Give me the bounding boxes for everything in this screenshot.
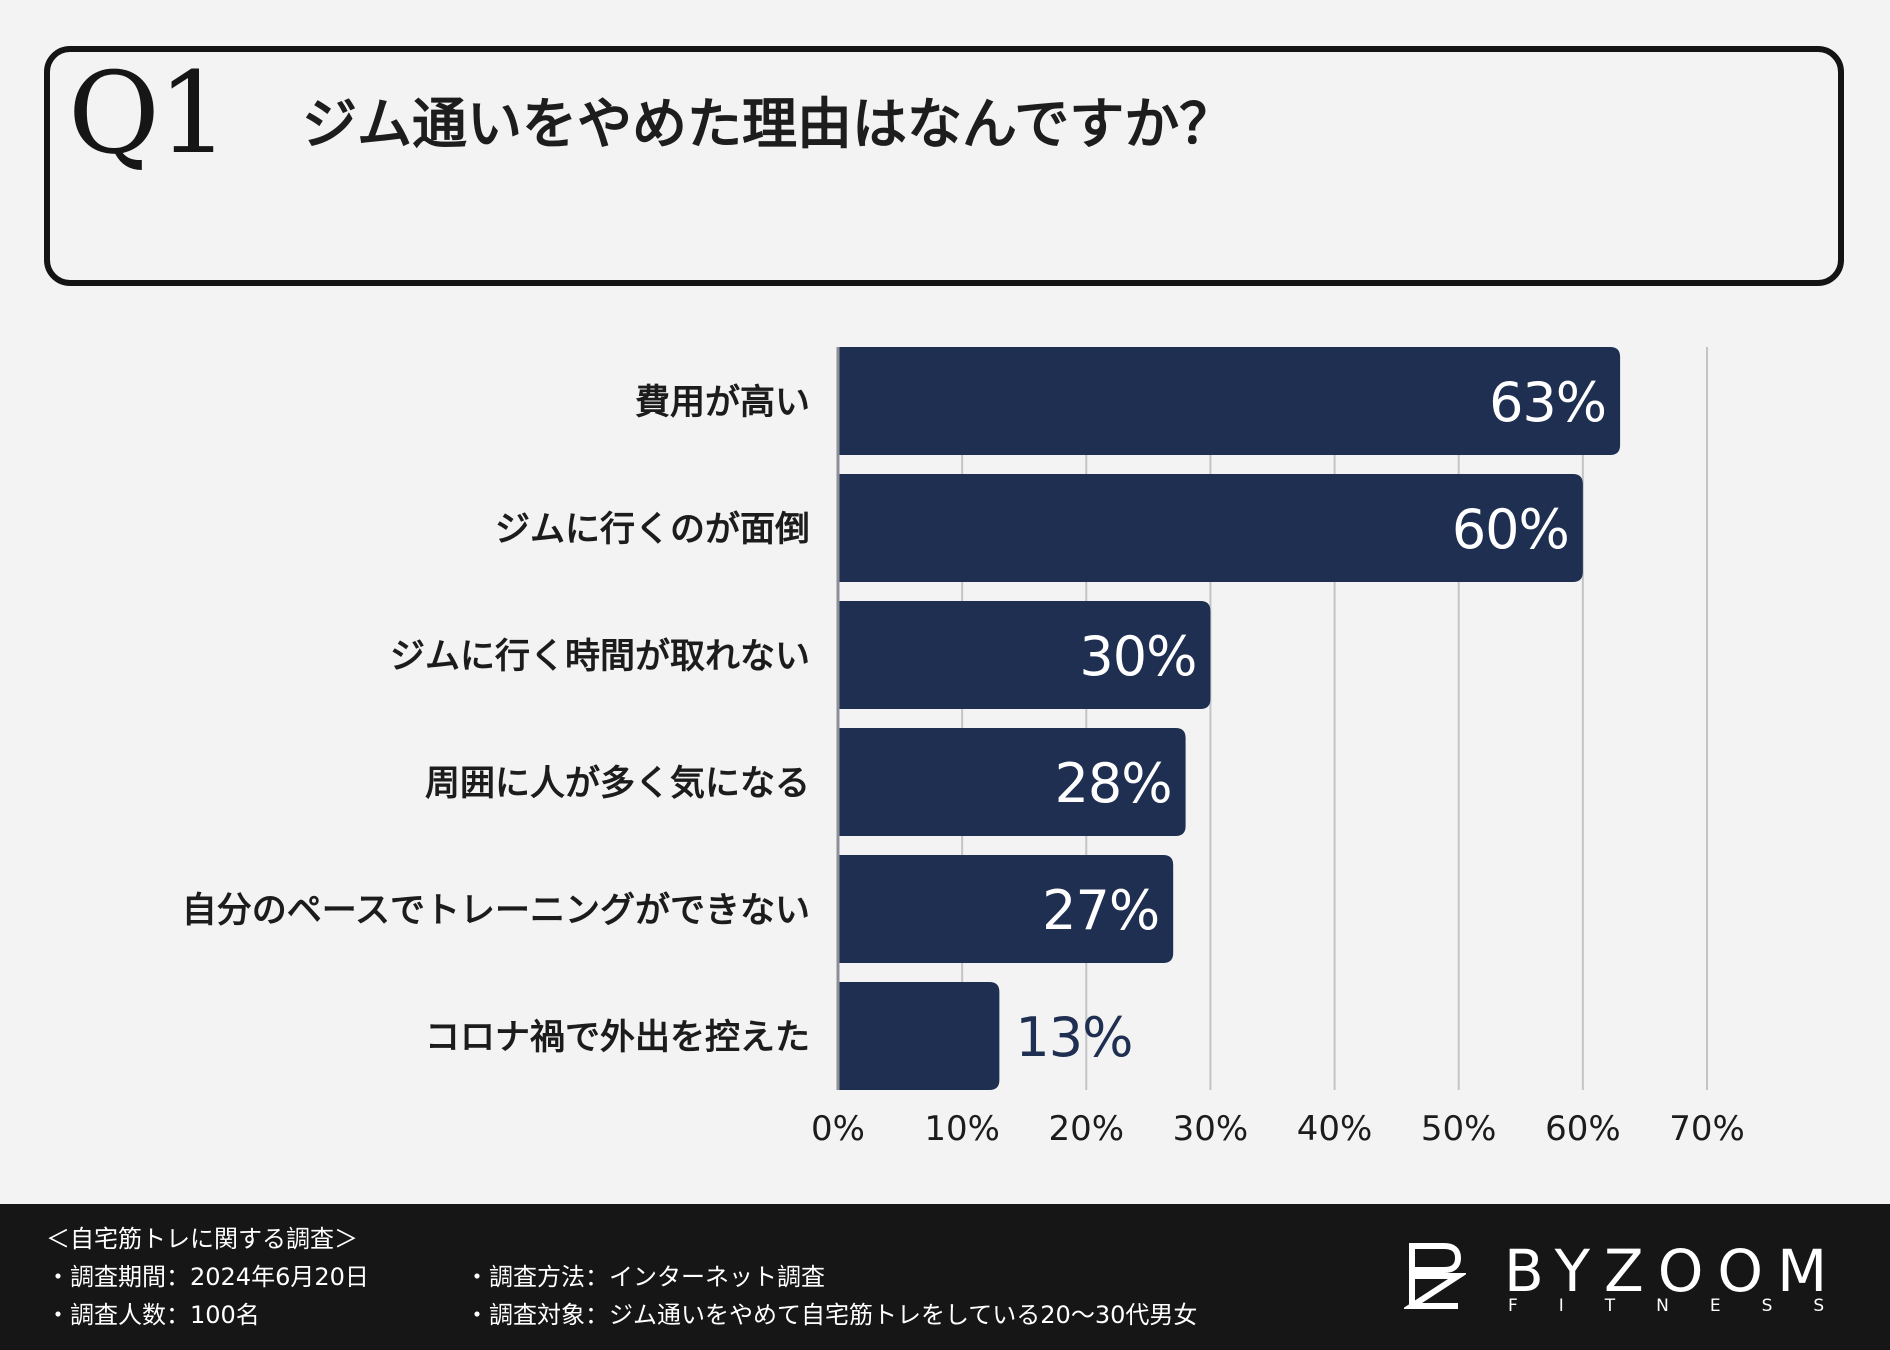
category-label: コロナ禍で外出を控えた xyxy=(425,1018,810,1058)
value-label: 28% xyxy=(1055,752,1172,815)
x-tick-label: 0% xyxy=(811,1109,865,1149)
value-label: 13% xyxy=(1015,1006,1132,1069)
bar xyxy=(838,728,1186,836)
x-tick-label: 40% xyxy=(1297,1109,1373,1149)
value-label: 60% xyxy=(1452,498,1569,561)
survey-title: ＜自宅筋トレに関する調査＞ xyxy=(46,1225,358,1253)
bar xyxy=(838,855,1174,963)
value-label: 27% xyxy=(1042,879,1159,942)
x-tick-label: 60% xyxy=(1545,1109,1621,1149)
survey-method: ・調査方法：インターネット調査 xyxy=(465,1263,825,1291)
survey-respondents: ・調査人数：100名 xyxy=(46,1301,260,1329)
bar xyxy=(838,982,1000,1090)
brand-subtitle: FITNESS xyxy=(1508,1296,1866,1316)
category-label: 費用が高い xyxy=(635,383,810,423)
x-tick-label: 10% xyxy=(924,1109,1000,1149)
category-label: 自分のペースでトレーニングができない xyxy=(182,891,810,931)
bar xyxy=(838,347,1621,455)
logo-mark-icon xyxy=(1404,1243,1466,1309)
x-tick-label: 70% xyxy=(1669,1109,1745,1149)
question-number: Q1 xyxy=(68,49,229,179)
survey-target: ・調査対象：ジム通いをやめて自宅筋トレをしている20〜30代男女 xyxy=(465,1301,1198,1329)
bar-chart: 費用が高い 63% ジムに行くのが面倒 60% ジムに行く時間が取れない 30% 周囲に人が… xyxy=(182,347,1745,1149)
x-tick-label: 30% xyxy=(1173,1109,1249,1149)
category-label: 周囲に人が多く気になる xyxy=(425,764,810,804)
bar xyxy=(838,474,1583,582)
question-box xyxy=(44,46,1844,286)
category-label: ジムに行く時間が取れない xyxy=(390,637,810,677)
bar xyxy=(838,601,1211,709)
footer: ＜自宅筋トレに関する調査＞ ・調査期間：2024年6月20日 ・調査人数：100… xyxy=(0,1204,1890,1350)
x-tick-label: 20% xyxy=(1048,1109,1124,1149)
brand-name: BYZOOM xyxy=(1504,1237,1842,1305)
x-tick-label: 50% xyxy=(1421,1109,1497,1149)
question-text: ジム通いをやめた理由はなんですか？ xyxy=(302,92,1235,156)
value-label: 63% xyxy=(1489,371,1606,434)
category-label: ジムに行くのが面倒 xyxy=(495,510,810,550)
survey-period: ・調査期間：2024年6月20日 xyxy=(46,1263,369,1291)
brand-logo: BYZOOM FITNESS xyxy=(1404,1240,1854,1320)
value-label: 30% xyxy=(1079,625,1196,688)
